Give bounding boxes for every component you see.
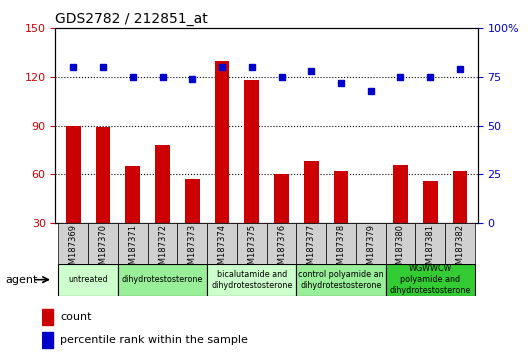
Text: agent: agent (5, 275, 37, 285)
Bar (66, 126, 81, 272)
Bar (42, 309, 53, 325)
Bar (445, 223, 475, 264)
Text: percentile rank within the sample: percentile rank within the sample (60, 335, 248, 346)
Bar (385, 264, 475, 296)
Text: bicalutamide and
dihydrotestosterone: bicalutamide and dihydrotestosterone (211, 270, 293, 290)
Bar (207, 223, 237, 264)
Bar (423, 181, 438, 272)
Text: GSM187370: GSM187370 (99, 224, 108, 275)
Bar (452, 171, 467, 272)
Bar (416, 223, 445, 264)
Bar (334, 171, 348, 272)
Text: GSM187375: GSM187375 (247, 224, 256, 275)
Bar (274, 175, 289, 272)
Text: GSM187382: GSM187382 (456, 224, 465, 275)
Text: GSM187377: GSM187377 (307, 224, 316, 275)
Text: GSM187376: GSM187376 (277, 224, 286, 275)
Bar (267, 223, 296, 264)
Text: GSM187371: GSM187371 (128, 224, 137, 275)
Bar (296, 264, 385, 296)
Bar (214, 61, 230, 272)
Text: GSM187379: GSM187379 (366, 224, 375, 275)
Bar (237, 223, 267, 264)
Text: GSM187372: GSM187372 (158, 224, 167, 275)
Bar (177, 223, 207, 264)
Bar (393, 165, 408, 272)
Bar (296, 223, 326, 264)
Bar (304, 161, 319, 272)
Text: GDS2782 / 212851_at: GDS2782 / 212851_at (55, 12, 208, 26)
Text: WGWWCW
polyamide and
dihydrotestosterone: WGWWCW polyamide and dihydrotestosterone (390, 264, 471, 295)
Bar (59, 264, 118, 296)
Text: GSM187374: GSM187374 (218, 224, 227, 275)
Bar (148, 223, 177, 264)
Text: GSM187369: GSM187369 (69, 224, 78, 275)
Bar (96, 127, 110, 272)
Bar (88, 223, 118, 264)
Bar (118, 223, 148, 264)
Bar (125, 166, 140, 272)
Bar (185, 179, 200, 272)
Bar (356, 223, 385, 264)
Text: dihydrotestosterone: dihydrotestosterone (122, 275, 203, 284)
Bar (155, 145, 170, 272)
Text: GSM187373: GSM187373 (188, 224, 197, 275)
Text: GSM187381: GSM187381 (426, 224, 435, 275)
Bar (59, 223, 88, 264)
Text: GSM187378: GSM187378 (336, 224, 345, 275)
Bar (207, 264, 296, 296)
Bar (42, 332, 53, 348)
Bar (244, 80, 259, 272)
Bar (385, 223, 416, 264)
Text: GSM187380: GSM187380 (396, 224, 405, 275)
Bar (326, 223, 356, 264)
Text: untreated: untreated (68, 275, 108, 284)
Bar (118, 264, 207, 296)
Text: count: count (60, 312, 92, 322)
Bar (363, 225, 378, 272)
Text: control polyamide an
dihydrotestosterone: control polyamide an dihydrotestosterone (298, 270, 384, 290)
